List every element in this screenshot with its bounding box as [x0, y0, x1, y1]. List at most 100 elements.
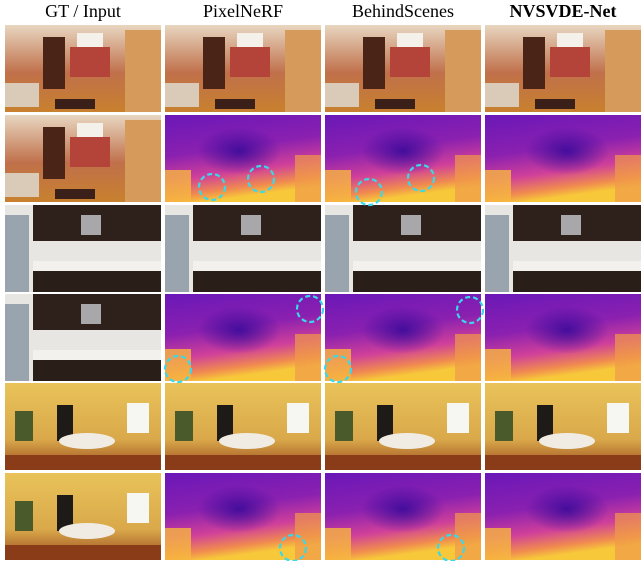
depth-near: [295, 334, 321, 381]
plant: [335, 411, 353, 441]
column-header: BehindScenes: [352, 1, 454, 21]
window: [557, 33, 583, 47]
lower-cabinets: [33, 271, 161, 292]
counter: [353, 261, 481, 271]
cabinet: [43, 127, 65, 179]
page: GT / Input PixelNeRF BehindScenes NVSVDE…: [0, 0, 643, 561]
window: [397, 33, 423, 47]
sofa: [165, 83, 199, 107]
depth-near: [295, 155, 321, 202]
column-header: NVSVDE-Net: [510, 1, 617, 21]
window: [237, 33, 263, 47]
wall: [70, 137, 110, 167]
table: [59, 433, 115, 449]
plant: [15, 501, 33, 531]
counter: [33, 350, 161, 360]
counter: [33, 261, 161, 271]
wall: [70, 47, 110, 77]
table: [539, 433, 595, 449]
stairs: [605, 30, 641, 112]
depth-far: [525, 485, 609, 533]
lower-cabinets: [353, 271, 481, 292]
stairs: [125, 30, 161, 112]
rug: [535, 99, 575, 109]
sofa: [485, 83, 519, 107]
column-header: PixelNeRF: [203, 1, 283, 21]
lower-cabinets: [193, 271, 321, 292]
depth-far: [197, 485, 281, 533]
depth-near: [325, 528, 351, 560]
column-header: GT / Input: [45, 1, 121, 21]
hood: [241, 215, 261, 235]
cabinet: [363, 37, 385, 89]
depth-far: [361, 485, 445, 533]
depth-near: [615, 155, 641, 202]
floor: [165, 455, 321, 470]
hood: [561, 215, 581, 235]
wall: [230, 47, 270, 77]
depth-near: [485, 528, 511, 560]
wall: [550, 47, 590, 77]
sofa: [325, 83, 359, 107]
depth-far: [361, 127, 445, 175]
window: [127, 403, 149, 433]
doorway: [5, 304, 29, 381]
stairs: [445, 30, 481, 112]
window: [77, 123, 103, 137]
cabinet: [43, 37, 65, 89]
depth-near: [165, 528, 191, 560]
depth-near: [325, 349, 351, 381]
counter: [193, 261, 321, 271]
sofa: [5, 173, 39, 197]
depth-near: [615, 513, 641, 560]
depth-far: [197, 306, 281, 354]
floor: [5, 455, 161, 470]
depth-near: [455, 155, 481, 202]
plant: [175, 411, 193, 441]
plant: [495, 411, 513, 441]
hood: [401, 215, 421, 235]
hood: [81, 304, 101, 324]
floor: [325, 455, 481, 470]
window: [607, 403, 629, 433]
figure: GT / Input PixelNeRF BehindScenes NVSVDE…: [0, 0, 643, 561]
stairs: [125, 120, 161, 202]
depth-near: [165, 349, 191, 381]
doorway: [325, 215, 349, 292]
rug: [375, 99, 415, 109]
doorway: [485, 215, 509, 292]
depth-far: [361, 306, 445, 354]
window: [127, 493, 149, 523]
cabinet: [203, 37, 225, 89]
counter: [513, 261, 641, 271]
doorway: [165, 215, 189, 292]
floor: [485, 455, 641, 470]
depth-near: [485, 170, 511, 202]
table: [59, 523, 115, 539]
depth-near: [615, 334, 641, 381]
rug: [215, 99, 255, 109]
doorway: [5, 215, 29, 292]
cabinet: [523, 37, 545, 89]
depth-near: [485, 349, 511, 381]
floor: [5, 545, 161, 560]
wall: [390, 47, 430, 77]
depth-near: [455, 334, 481, 381]
depth-near: [325, 170, 351, 202]
rug: [55, 189, 95, 199]
window: [287, 403, 309, 433]
table: [219, 433, 275, 449]
lower-cabinets: [33, 360, 161, 381]
depth-near: [165, 170, 191, 202]
window: [447, 403, 469, 433]
rug: [55, 99, 95, 109]
table: [379, 433, 435, 449]
window: [77, 33, 103, 47]
depth-far: [525, 306, 609, 354]
hood: [81, 215, 101, 235]
lower-cabinets: [513, 271, 641, 292]
plant: [15, 411, 33, 441]
sofa: [5, 83, 39, 107]
depth-far: [525, 127, 609, 175]
stairs: [285, 30, 321, 112]
